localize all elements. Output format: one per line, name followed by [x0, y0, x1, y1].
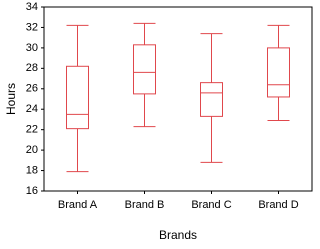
y-tick-label: 18 — [26, 164, 38, 176]
x-axis-label: Brands — [159, 228, 197, 242]
y-tick-label: 20 — [26, 144, 38, 156]
x-tick-label: Brand A — [58, 199, 98, 211]
x-tick-label: Brand D — [258, 199, 298, 211]
plot-frame — [43, 6, 313, 192]
y-tick-label: 30 — [26, 42, 38, 54]
y-tick-label: 24 — [26, 103, 38, 115]
y-tick-label: 26 — [26, 83, 38, 95]
y-tick-label: 34 — [26, 1, 38, 13]
box — [200, 82, 223, 117]
box — [66, 65, 89, 130]
x-tick-label: Brand B — [125, 199, 165, 211]
y-tick-label: 32 — [26, 21, 38, 33]
y-tick-label: 28 — [26, 62, 38, 74]
y-axis-label: Hours — [4, 83, 18, 115]
x-tick-label: Brand C — [191, 199, 231, 211]
box — [267, 47, 290, 98]
y-tick-label: 22 — [26, 124, 38, 136]
y-tick-label: 16 — [26, 185, 38, 197]
box — [133, 44, 156, 95]
